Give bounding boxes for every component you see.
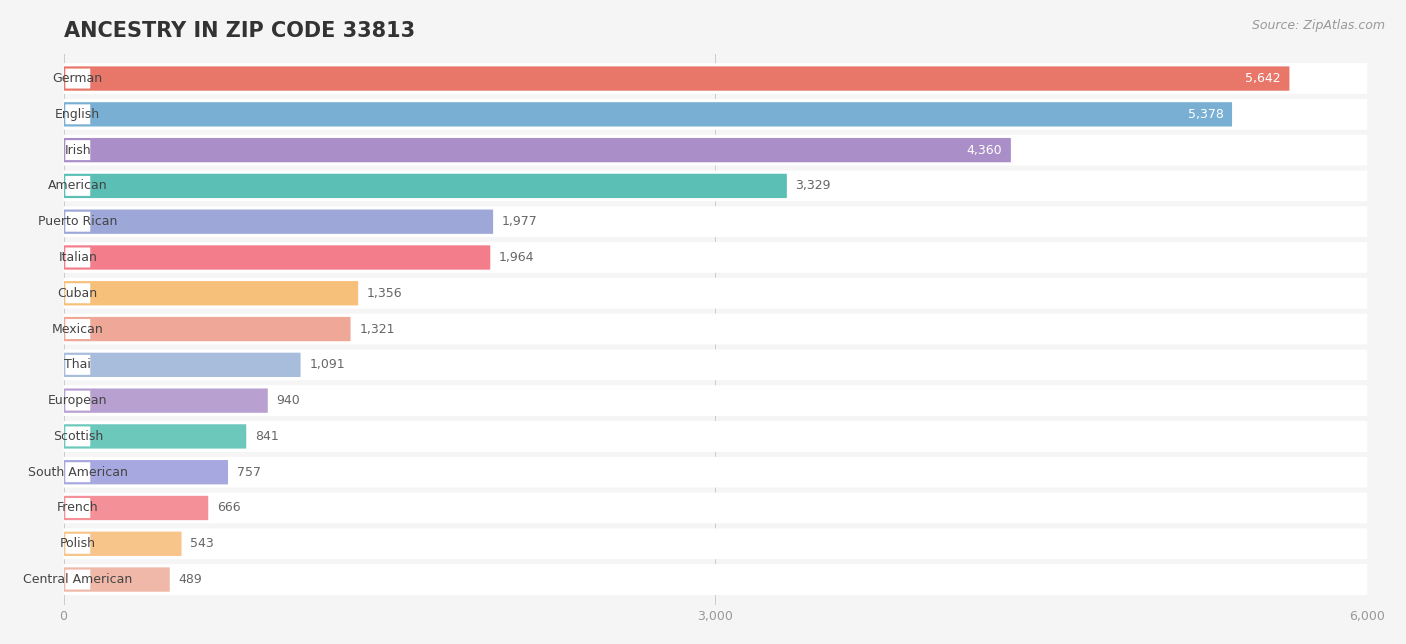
- Text: 489: 489: [179, 573, 202, 586]
- FancyBboxPatch shape: [65, 426, 90, 446]
- FancyBboxPatch shape: [63, 317, 350, 341]
- Text: 4,360: 4,360: [966, 144, 1002, 156]
- FancyBboxPatch shape: [63, 385, 1367, 416]
- FancyBboxPatch shape: [65, 569, 90, 589]
- Text: 1,321: 1,321: [360, 323, 395, 336]
- Text: German: German: [53, 72, 103, 85]
- Text: 1,964: 1,964: [499, 251, 534, 264]
- Text: Scottish: Scottish: [52, 430, 103, 443]
- Text: ANCESTRY IN ZIP CODE 33813: ANCESTRY IN ZIP CODE 33813: [63, 21, 415, 41]
- FancyBboxPatch shape: [65, 355, 90, 375]
- Text: Irish: Irish: [65, 144, 91, 156]
- FancyBboxPatch shape: [65, 498, 90, 518]
- FancyBboxPatch shape: [63, 135, 1367, 166]
- FancyBboxPatch shape: [63, 242, 1367, 273]
- Text: 940: 940: [277, 394, 301, 407]
- FancyBboxPatch shape: [63, 353, 301, 377]
- FancyBboxPatch shape: [63, 567, 170, 592]
- Text: 5,642: 5,642: [1246, 72, 1281, 85]
- FancyBboxPatch shape: [63, 531, 181, 556]
- FancyBboxPatch shape: [63, 245, 491, 270]
- FancyBboxPatch shape: [63, 460, 228, 484]
- FancyBboxPatch shape: [63, 281, 359, 305]
- Text: Thai: Thai: [65, 358, 91, 372]
- Text: 666: 666: [217, 502, 240, 515]
- FancyBboxPatch shape: [63, 102, 1232, 126]
- Text: South American: South American: [28, 466, 128, 478]
- FancyBboxPatch shape: [63, 138, 1011, 162]
- Text: French: French: [58, 502, 98, 515]
- FancyBboxPatch shape: [63, 388, 267, 413]
- Text: Polish: Polish: [60, 537, 96, 550]
- FancyBboxPatch shape: [63, 171, 1367, 202]
- Text: 1,977: 1,977: [502, 215, 537, 228]
- FancyBboxPatch shape: [63, 424, 246, 449]
- FancyBboxPatch shape: [63, 457, 1367, 488]
- Text: Puerto Rican: Puerto Rican: [38, 215, 118, 228]
- Text: Source: ZipAtlas.com: Source: ZipAtlas.com: [1251, 19, 1385, 32]
- FancyBboxPatch shape: [63, 314, 1367, 345]
- FancyBboxPatch shape: [65, 176, 90, 196]
- FancyBboxPatch shape: [65, 534, 90, 554]
- Text: Central American: Central American: [22, 573, 132, 586]
- Text: American: American: [48, 180, 108, 193]
- Text: 3,329: 3,329: [796, 180, 831, 193]
- Text: Cuban: Cuban: [58, 287, 98, 299]
- Text: English: English: [55, 108, 100, 121]
- FancyBboxPatch shape: [65, 212, 90, 232]
- Text: 543: 543: [190, 537, 214, 550]
- FancyBboxPatch shape: [63, 209, 494, 234]
- FancyBboxPatch shape: [63, 278, 1367, 308]
- Text: Mexican: Mexican: [52, 323, 104, 336]
- FancyBboxPatch shape: [65, 283, 90, 303]
- Text: 5,378: 5,378: [1188, 108, 1223, 121]
- FancyBboxPatch shape: [65, 68, 90, 88]
- Text: Italian: Italian: [59, 251, 97, 264]
- FancyBboxPatch shape: [63, 496, 208, 520]
- Text: 841: 841: [254, 430, 278, 443]
- FancyBboxPatch shape: [65, 140, 90, 160]
- FancyBboxPatch shape: [65, 391, 90, 411]
- FancyBboxPatch shape: [63, 99, 1367, 129]
- FancyBboxPatch shape: [63, 206, 1367, 237]
- FancyBboxPatch shape: [65, 247, 90, 267]
- FancyBboxPatch shape: [63, 63, 1367, 94]
- FancyBboxPatch shape: [63, 528, 1367, 559]
- FancyBboxPatch shape: [65, 104, 90, 124]
- FancyBboxPatch shape: [63, 564, 1367, 595]
- Text: 757: 757: [236, 466, 260, 478]
- FancyBboxPatch shape: [65, 319, 90, 339]
- FancyBboxPatch shape: [63, 493, 1367, 524]
- FancyBboxPatch shape: [63, 421, 1367, 452]
- Text: European: European: [48, 394, 107, 407]
- FancyBboxPatch shape: [65, 462, 90, 482]
- FancyBboxPatch shape: [63, 174, 787, 198]
- Text: 1,091: 1,091: [309, 358, 344, 372]
- Text: 1,356: 1,356: [367, 287, 402, 299]
- FancyBboxPatch shape: [63, 66, 1289, 91]
- FancyBboxPatch shape: [63, 350, 1367, 380]
